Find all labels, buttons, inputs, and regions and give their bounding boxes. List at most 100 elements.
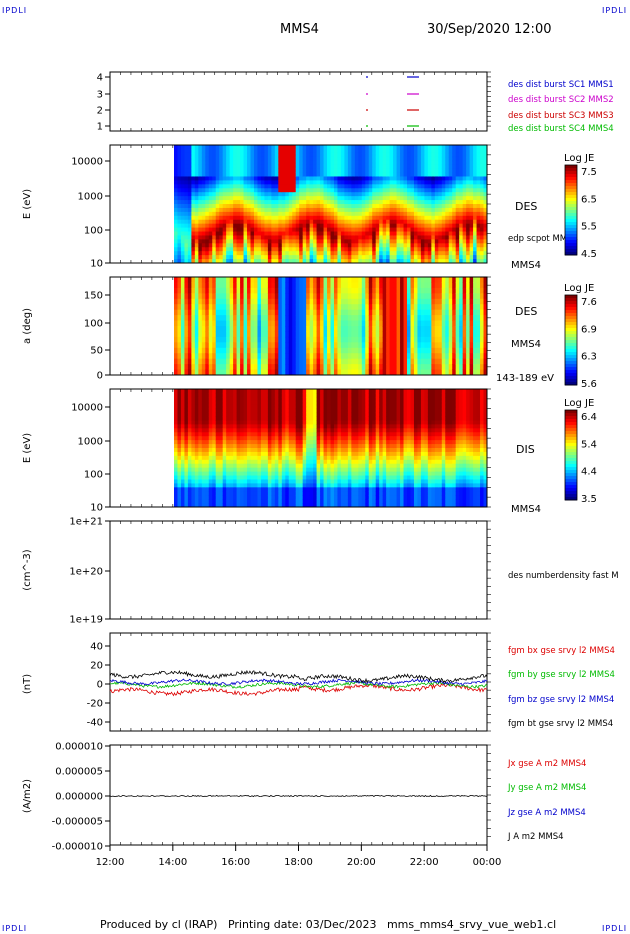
heatmap-cell [281, 320, 286, 327]
heatmap-cell [393, 172, 398, 177]
heatmap-cell [302, 231, 307, 236]
heatmap-cell [424, 145, 429, 150]
heatmap-cell [247, 358, 252, 365]
heatmap-cell [236, 309, 241, 316]
heatmap-cell [250, 200, 255, 205]
heatmap-cell [281, 326, 286, 332]
heatmap-cell [253, 353, 258, 360]
heatmap-cell [427, 326, 432, 332]
heatmap-cell [389, 315, 394, 322]
heatmap-cell [483, 148, 488, 154]
heatmap-cell [201, 369, 206, 376]
heatmap-cell [455, 215, 460, 221]
heatmap-cell [393, 282, 398, 289]
heatmap-cell [243, 172, 248, 177]
heatmap-cell [393, 160, 398, 166]
heatmap-cell [306, 287, 311, 294]
heatmap-cell [240, 358, 245, 365]
heatmap-cell [337, 152, 342, 158]
heatmap-cell [330, 304, 335, 311]
heatmap-cell [483, 235, 488, 240]
heatmap-cell [410, 172, 415, 177]
heatmap-cell [278, 172, 283, 177]
heatmap-cell [361, 251, 366, 256]
heatmap-cell [240, 287, 245, 294]
heatmap-cell [292, 148, 297, 154]
heatmap-cell [222, 342, 227, 349]
heatmap-cell [208, 304, 213, 311]
heatmap-cell [208, 342, 213, 349]
heatmap-cell [330, 192, 335, 197]
colorbar-step [565, 249, 577, 253]
heatmap-cell [219, 247, 224, 252]
heatmap-cell [309, 331, 314, 338]
heatmap-cell [271, 320, 276, 327]
heatmap-cell [400, 211, 405, 217]
heatmap-cell [285, 184, 290, 189]
heatmap-cell [219, 315, 224, 322]
heatmap-cell [441, 192, 446, 197]
heatmap-cell [292, 223, 297, 229]
heatmap-cell [313, 331, 318, 338]
heatmap-cell [316, 207, 321, 213]
heatmap-cell [365, 145, 370, 150]
heatmap-cell [427, 148, 432, 154]
heatmap-cell [267, 282, 272, 289]
heatmap-cell [452, 364, 457, 371]
heatmap-cell [333, 331, 338, 338]
heatmap-cell [281, 364, 286, 371]
heatmap-cell [424, 364, 429, 371]
heatmap-cell [340, 231, 345, 236]
heatmap-cell [281, 336, 286, 343]
heatmap-cell [365, 235, 370, 240]
heatmap-cell [191, 164, 196, 170]
heatmap-cell [410, 152, 415, 158]
heatmap-cell [302, 204, 307, 209]
heatmap-cell [288, 180, 293, 185]
heatmap-cell [455, 304, 460, 311]
heatmap-cell [344, 353, 349, 360]
heatmap-cell [180, 251, 185, 256]
heatmap-cell [281, 219, 286, 225]
heatmap-cell [309, 207, 314, 213]
heatmap-cell [302, 277, 307, 283]
heatmap-cell [327, 211, 331, 217]
heatmap-cell [459, 156, 464, 162]
heatmap-cell [316, 298, 321, 305]
heatmap-cell [445, 168, 450, 174]
heatmap-cell [264, 196, 269, 201]
heatmap-cell [233, 192, 238, 197]
heatmap-cell [250, 293, 255, 300]
heatmap-cell [389, 282, 394, 289]
heatmap-cell [473, 227, 478, 233]
heatmap-cell [473, 304, 478, 311]
heatmap-cell [452, 219, 457, 225]
heatmap-cell [476, 219, 481, 225]
heatmap-cell [396, 364, 401, 371]
heatmap-cell [351, 364, 356, 371]
heatmap-cell [333, 227, 338, 233]
heatmap-cell [236, 277, 241, 283]
heatmap-cell [462, 309, 467, 316]
heatmap-cell [191, 331, 196, 338]
heatmap-cell [354, 223, 359, 229]
heatmap-cell [236, 227, 241, 233]
heatmap-cell [180, 227, 185, 233]
heatmap-cell [420, 315, 425, 322]
heatmap-cell [340, 145, 345, 150]
heatmap-cell [226, 353, 231, 360]
heatmap-cell [191, 298, 196, 305]
heatmap-cell [396, 188, 401, 193]
heatmap-cell [368, 184, 373, 189]
heatmap-cell [393, 148, 398, 154]
heatmap-cell [180, 259, 185, 264]
heatmap-cell [459, 184, 464, 189]
heatmap-cell [292, 239, 297, 244]
heatmap-cell [257, 320, 262, 327]
heatmap-cell [407, 215, 411, 221]
heatmap-cell [205, 331, 210, 338]
heatmap-cell [455, 358, 460, 365]
heatmap-cell [260, 364, 265, 371]
heatmap-cell [354, 364, 359, 371]
heatmap-cell [337, 309, 342, 316]
